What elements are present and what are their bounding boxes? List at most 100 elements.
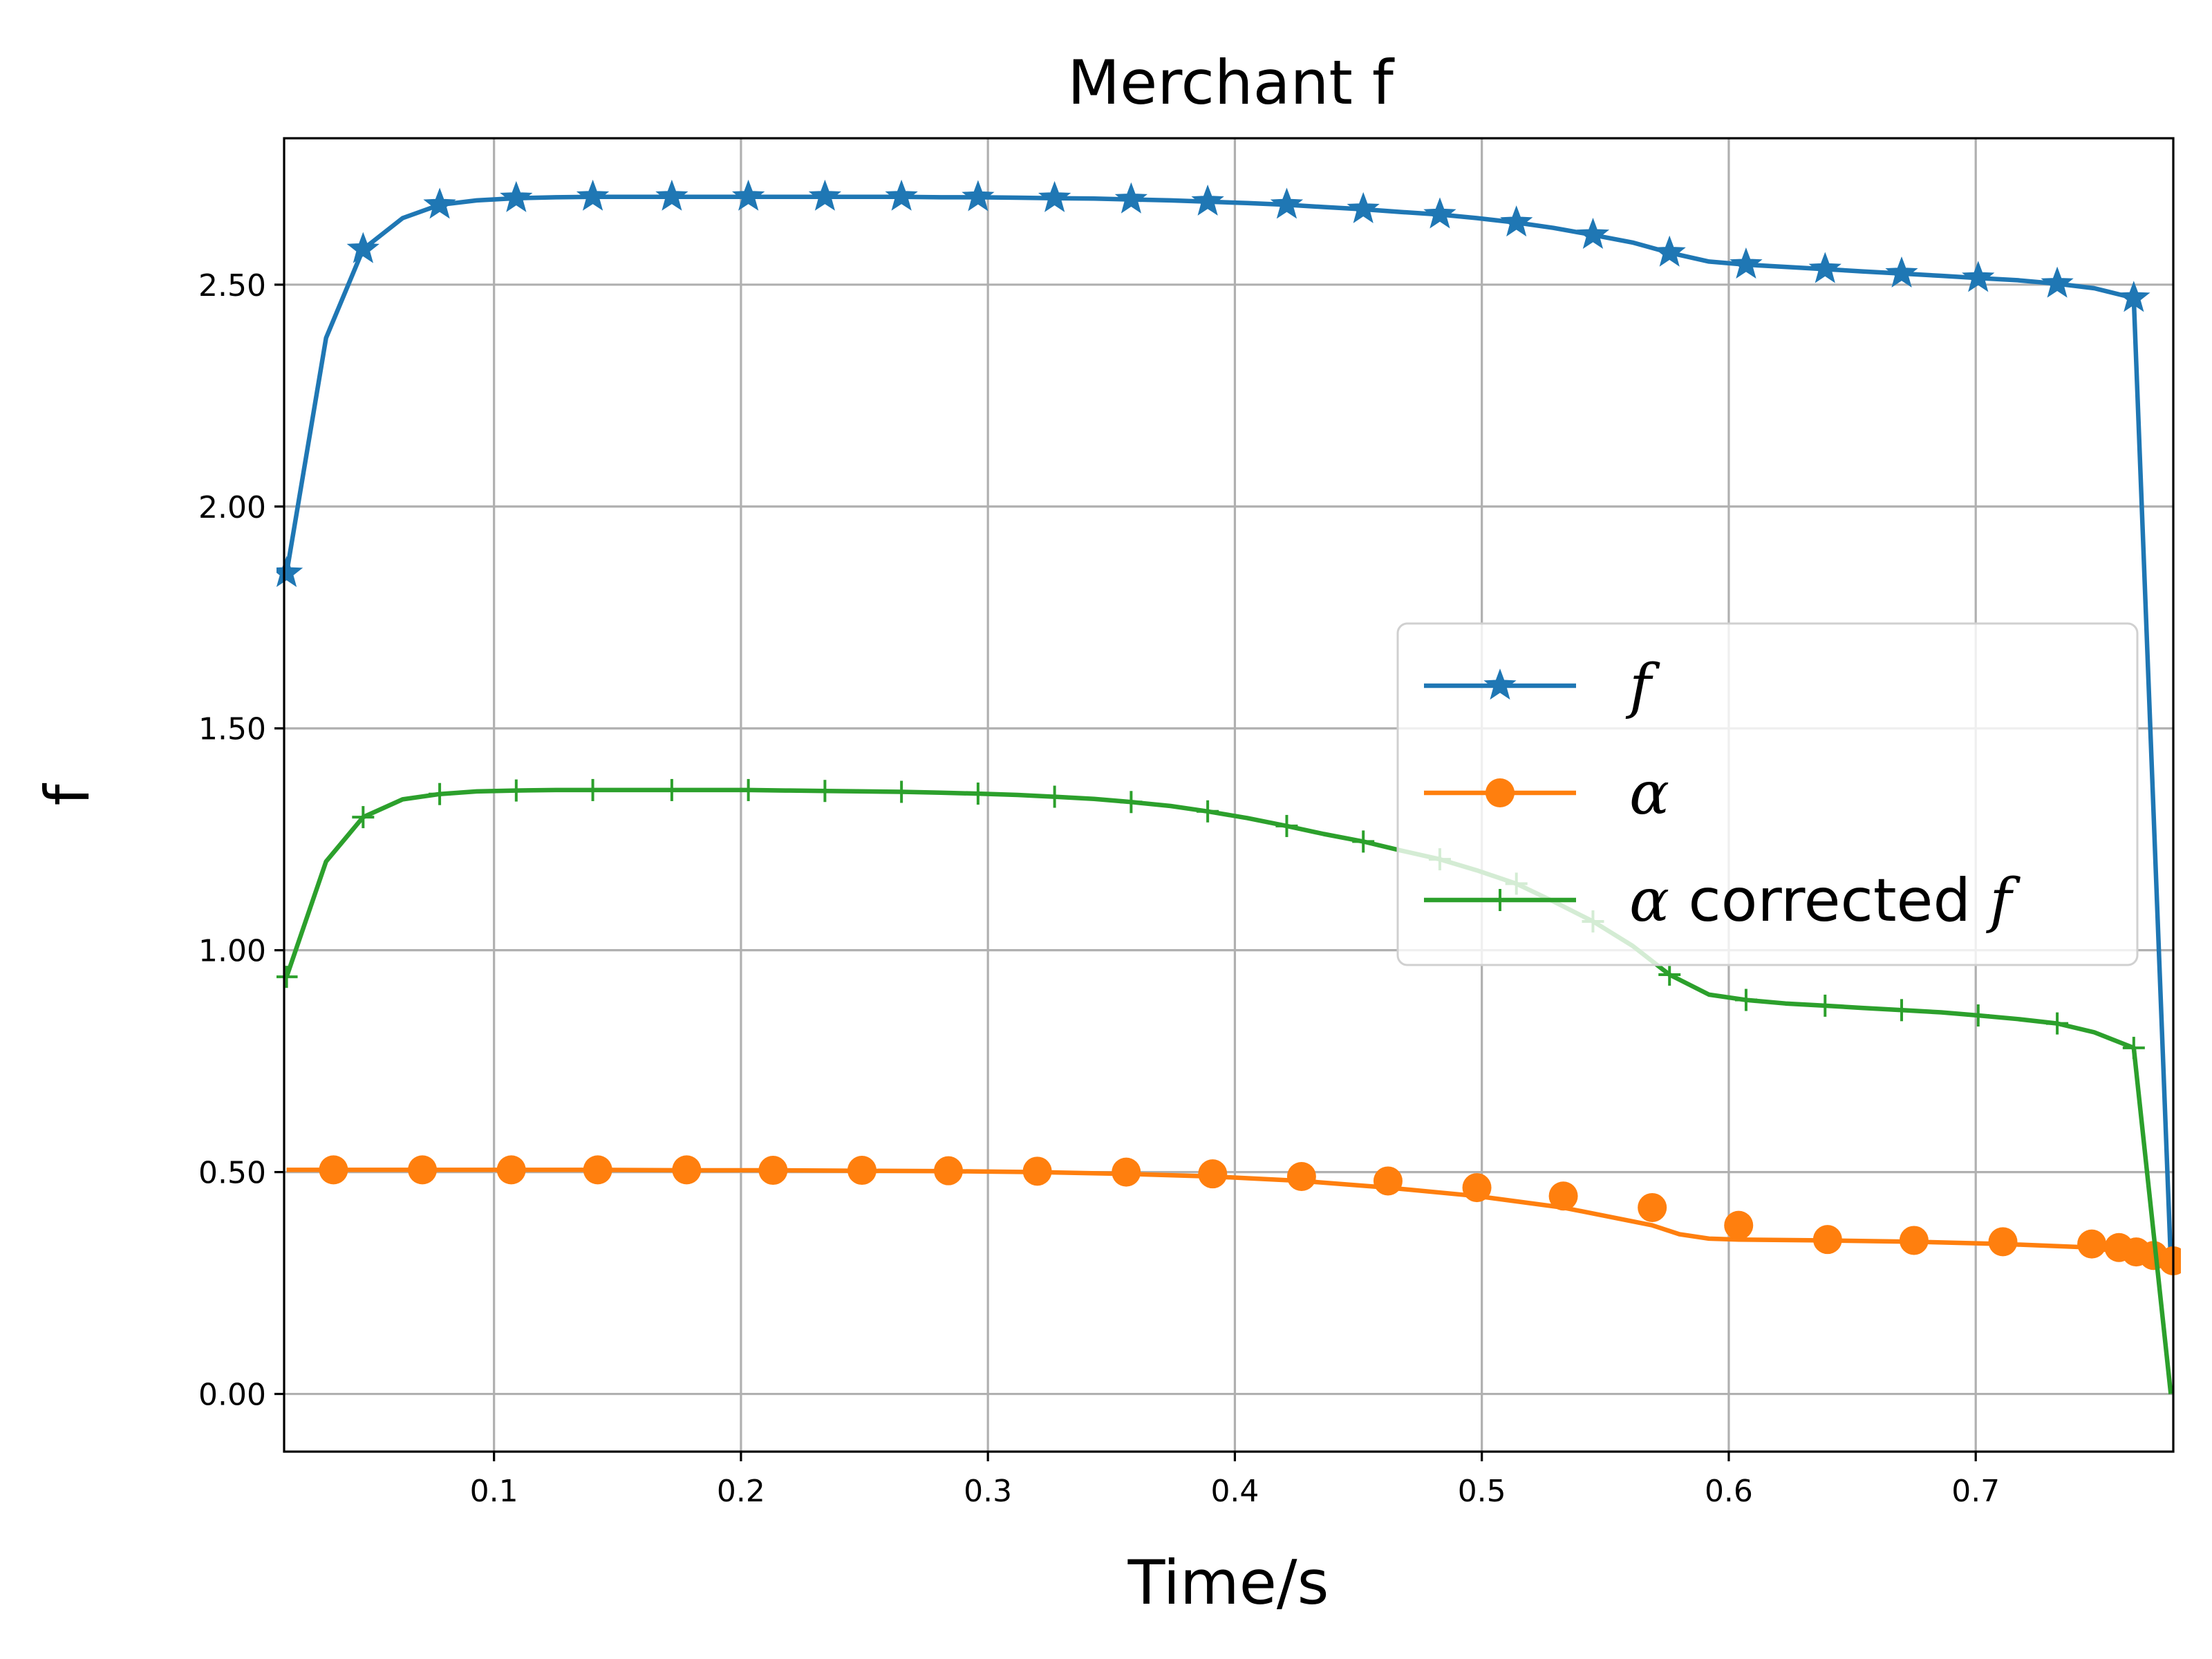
data-point: [885, 179, 918, 211]
data-point: [1462, 1173, 1492, 1203]
data-point: [2122, 1036, 2145, 1059]
data-point: [429, 782, 451, 805]
data-point: [1988, 1227, 2018, 1257]
data-point: [1658, 963, 1681, 986]
data-point: [423, 187, 456, 219]
data-point: [319, 1155, 348, 1185]
data-point: [2041, 266, 2074, 298]
series-3: [276, 778, 2173, 1394]
data-point: [1423, 197, 1456, 229]
data-point: [672, 1155, 702, 1185]
data-point: [2077, 1229, 2107, 1259]
y-tick-label: 0.50: [198, 1156, 266, 1191]
data-point: [758, 1156, 788, 1185]
y-tick-label: 0.00: [198, 1378, 266, 1413]
data-point: [581, 778, 604, 801]
y-tick-label: 2.50: [198, 268, 266, 303]
data-point: [2159, 1246, 2181, 1275]
data-point: [1275, 814, 1298, 837]
chart-title: Merchant f: [1067, 47, 1395, 118]
data-point: [1885, 256, 1918, 288]
legend-entry: α: [1424, 759, 1669, 828]
series-line: [286, 1168, 2174, 1268]
data-point: [2046, 1012, 2069, 1035]
data-point: [276, 966, 298, 988]
data-point: [1812, 1225, 1842, 1255]
x-axis-title: Time/s: [1127, 1547, 1329, 1618]
legend-label: α: [1629, 759, 1669, 828]
data-point: [962, 180, 995, 212]
data-point: [1899, 1226, 1929, 1255]
data-point: [346, 232, 379, 263]
data-point: [814, 780, 836, 803]
data-point: [1962, 261, 1995, 292]
data-point: [1500, 205, 1533, 237]
data-point: [408, 1155, 438, 1185]
data-point: [1198, 1159, 1228, 1189]
data-point: [500, 180, 533, 212]
data-point: [576, 179, 610, 211]
data-point: [1373, 1166, 1403, 1196]
y-tick-label: 2.00: [198, 490, 266, 525]
y-tick-label: 1.00: [198, 934, 266, 969]
x-axis-ticks: 0.1 0.2 0.3 0.4 0.5 0.6 0.7: [470, 1452, 2000, 1509]
data-point: [655, 179, 688, 211]
data-point: [934, 1156, 964, 1185]
data-point: [1891, 999, 1913, 1022]
data-point: [737, 778, 760, 801]
series-1: [276, 179, 2173, 1262]
data-point: [890, 780, 913, 803]
x-tick-label: 0.4: [1210, 1474, 1259, 1509]
data-point: [1814, 994, 1837, 1017]
data-point: [1197, 800, 1219, 823]
x-tick-label: 0.6: [1705, 1474, 1753, 1509]
legend-label: α corrected f: [1629, 866, 2021, 935]
data-point: [1653, 235, 1686, 267]
data-point: [1043, 785, 1066, 808]
data-point: [1022, 1156, 1052, 1186]
data-point: [1114, 182, 1148, 214]
data-point: [496, 1155, 526, 1185]
x-tick-label: 0.3: [964, 1474, 1012, 1509]
data-point: [808, 179, 842, 211]
data-point: [583, 1155, 612, 1185]
data-point: [1270, 187, 1304, 219]
x-tick-label: 0.7: [1951, 1474, 2000, 1509]
legend-marker: [1483, 668, 1517, 700]
axes-frame: [283, 137, 2175, 1453]
data-point: [1724, 1210, 1754, 1240]
legend-marker: [1485, 778, 1515, 807]
legend: fαα corrected f: [1396, 622, 2139, 966]
data-point: [1548, 1181, 1578, 1211]
data-point: [1808, 252, 1841, 283]
data-point: [1038, 180, 1071, 212]
data-point: [352, 806, 375, 829]
y-axis-title: f: [32, 782, 103, 805]
x-tick-label: 0.2: [717, 1474, 765, 1509]
data-point: [1286, 1162, 1316, 1192]
y-tick-label: 1.50: [198, 712, 266, 747]
data-point: [660, 778, 683, 801]
data-point: [1967, 1004, 1989, 1027]
data-point: [1352, 830, 1375, 853]
series-2: [286, 1155, 2181, 1275]
data-point: [276, 556, 303, 588]
x-tick-label: 0.1: [470, 1474, 518, 1509]
legend-marker: [1489, 889, 1511, 911]
y-axis-ticks: 0.00 0.50 1.00 1.50 2.00 2.50: [198, 268, 284, 1413]
data-point: [1120, 791, 1143, 814]
data-point: [731, 179, 765, 211]
data-point: [505, 779, 527, 802]
data-point: [2117, 281, 2150, 312]
data-point: [1730, 247, 1763, 279]
legend-box: [1396, 622, 2139, 966]
data-point: [1576, 218, 1610, 250]
data-point: [966, 782, 989, 805]
data-point: [1191, 184, 1224, 216]
data-point: [1112, 1157, 1141, 1187]
x-tick-label: 0.5: [1458, 1474, 1506, 1509]
data-point: [1734, 988, 1757, 1011]
series-layer: [276, 179, 2181, 1394]
data-point: [1638, 1192, 1667, 1222]
